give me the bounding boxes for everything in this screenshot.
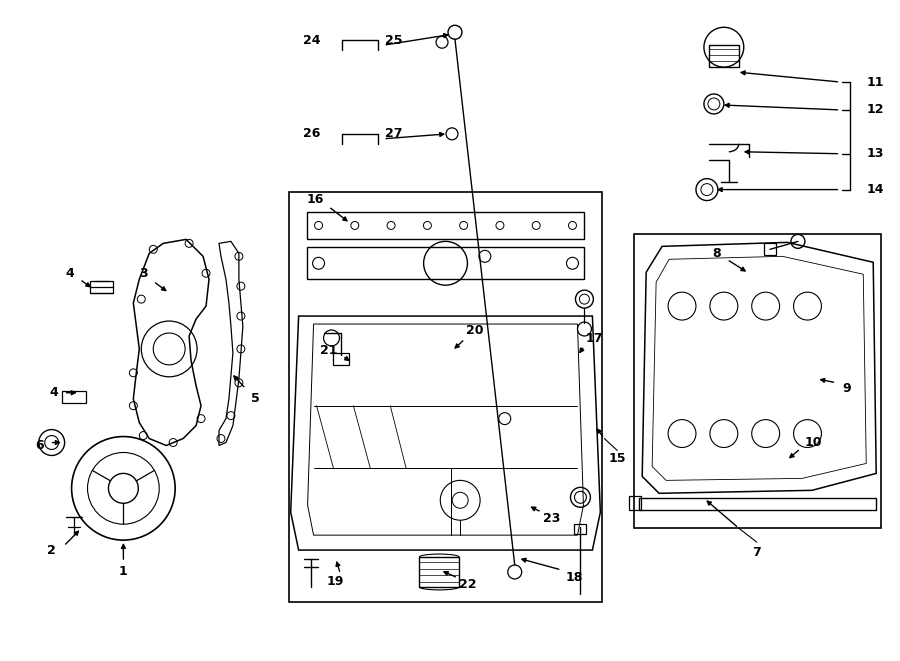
Text: 7: 7 — [752, 545, 761, 559]
Text: 23: 23 — [543, 512, 561, 525]
Text: 9: 9 — [842, 382, 850, 395]
Text: 13: 13 — [866, 147, 884, 160]
Bar — [289, 192, 602, 602]
Text: 20: 20 — [466, 325, 483, 338]
Text: 17: 17 — [586, 332, 603, 346]
Bar — [709, 45, 739, 67]
Text: 21: 21 — [320, 344, 338, 358]
Bar — [334, 353, 349, 365]
Text: 19: 19 — [327, 576, 344, 588]
Text: 4: 4 — [50, 386, 58, 399]
Text: 2: 2 — [48, 543, 56, 557]
Text: 4: 4 — [65, 267, 74, 280]
Bar — [574, 524, 587, 534]
Text: 6: 6 — [35, 439, 44, 452]
Text: 5: 5 — [251, 392, 260, 405]
Bar — [764, 243, 776, 255]
Text: 27: 27 — [385, 128, 403, 140]
Text: 26: 26 — [303, 128, 320, 140]
Text: 15: 15 — [608, 452, 626, 465]
Text: 16: 16 — [307, 193, 324, 206]
Text: 11: 11 — [866, 75, 884, 89]
Text: 3: 3 — [139, 267, 148, 280]
Bar — [419, 557, 459, 587]
Text: 10: 10 — [805, 436, 823, 449]
Text: 8: 8 — [713, 247, 721, 260]
Bar — [61, 391, 86, 403]
Text: 12: 12 — [866, 103, 884, 116]
Text: 18: 18 — [566, 572, 583, 584]
Text: 25: 25 — [385, 34, 403, 47]
Bar — [629, 496, 641, 510]
Text: 24: 24 — [303, 34, 320, 47]
Text: 22: 22 — [459, 578, 477, 592]
Text: 1: 1 — [119, 565, 128, 578]
Text: 14: 14 — [866, 183, 884, 196]
Bar — [634, 235, 881, 528]
Bar — [89, 281, 113, 293]
